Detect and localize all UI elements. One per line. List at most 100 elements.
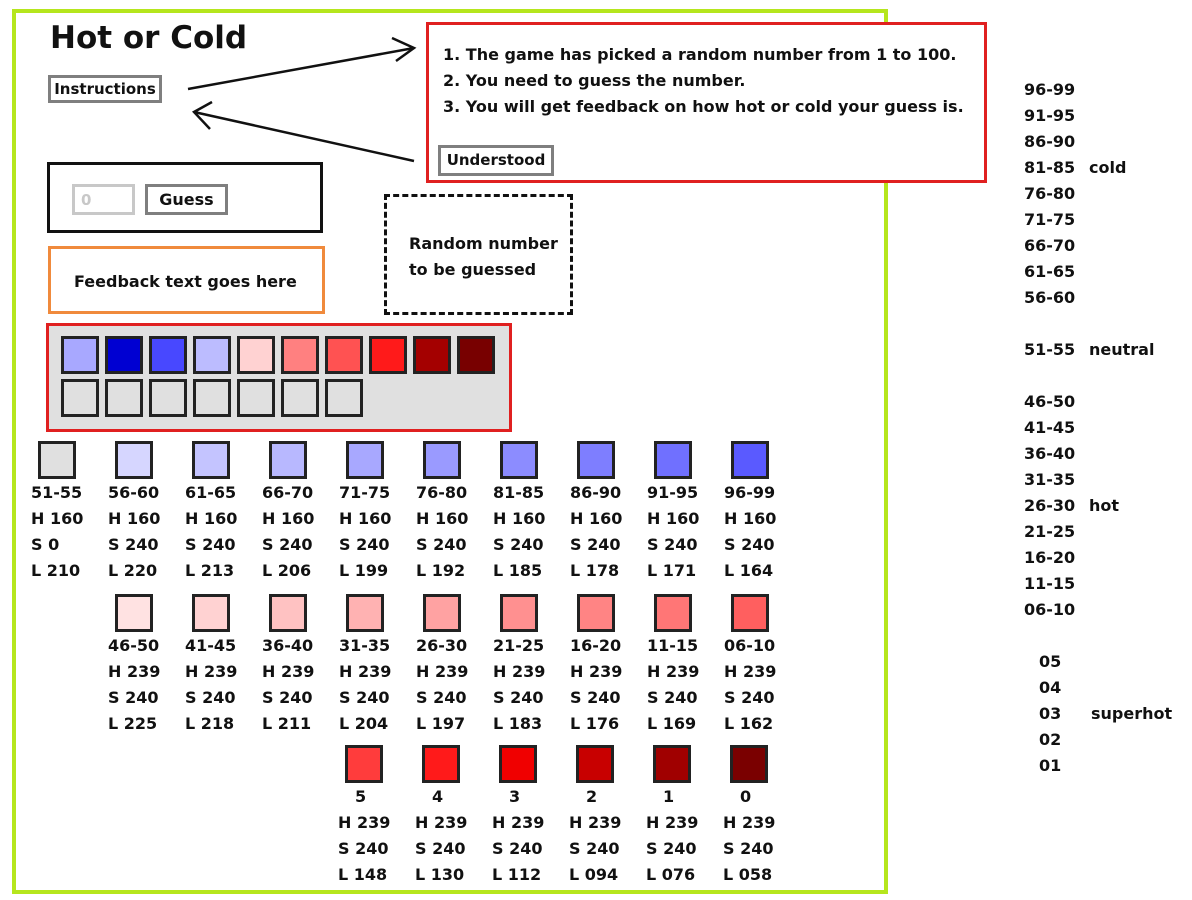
history-guess-square	[281, 336, 319, 374]
swatch-h: H 239	[108, 662, 161, 681]
guess-input[interactable]	[72, 184, 135, 215]
swatch-range: 81-85	[493, 483, 545, 502]
swatch-label: 91-95 H 160 S 240 L 171	[647, 480, 699, 584]
range-value: 61-65	[1024, 262, 1076, 281]
color-swatch	[422, 745, 460, 783]
swatch-l: L 192	[416, 561, 466, 580]
swatch-h: H 239	[185, 662, 238, 681]
instructions-button[interactable]: Instructions	[48, 75, 162, 103]
swatch-l: L 130	[415, 865, 465, 884]
swatch-h: H 239	[570, 662, 623, 681]
swatch-label: 66-70 H 160 S 240 L 206	[262, 480, 314, 584]
swatch-h: H 239	[262, 662, 315, 681]
swatch-s: S 240	[724, 535, 775, 554]
swatch-h: H 160	[262, 509, 315, 528]
range-value: 31-35	[1024, 470, 1076, 489]
swatch-range: 16-20	[570, 636, 622, 655]
swatch-label: 76-80 H 160 S 240 L 192	[416, 480, 468, 584]
swatch-label: 11-15 H 239 S 240 L 169	[647, 633, 699, 737]
swatch-s: S 0	[31, 535, 60, 554]
swatch-label: 21-25 H 239 S 240 L 183	[493, 633, 545, 737]
range-value: 81-85	[1024, 158, 1076, 177]
swatch-l: L 169	[647, 714, 697, 733]
swatch-label: 26-30 H 239 S 240 L 197	[416, 633, 468, 737]
swatch-l: L 162	[724, 714, 774, 733]
swatch-l: L 148	[338, 865, 388, 884]
swatch-h: H 160	[647, 509, 700, 528]
swatch-s: S 240	[647, 688, 698, 707]
arrow-head-left	[191, 100, 213, 130]
color-swatch	[115, 441, 153, 479]
swatch-s: S 240	[570, 535, 621, 554]
swatch-range: 91-95	[647, 483, 699, 502]
history-guess-square	[369, 336, 407, 374]
swatch-h: H 239	[492, 813, 545, 832]
swatch-s: S 240	[646, 839, 697, 858]
color-swatch	[192, 441, 230, 479]
range-value: 26-30	[1024, 496, 1076, 515]
swatch-s: S 240	[108, 535, 159, 554]
arrow-to-button	[193, 110, 415, 163]
history-guess-square	[105, 336, 143, 374]
range-value: 46-50	[1024, 392, 1076, 411]
range-value: 06-10	[1024, 600, 1076, 619]
history-empty-square	[281, 379, 319, 417]
feedback-panel: Feedback text goes here	[48, 246, 325, 314]
swatch-l: L 183	[493, 714, 543, 733]
swatch-s: S 240	[108, 688, 159, 707]
history-empty-square	[237, 379, 275, 417]
swatch-s: S 240	[185, 535, 236, 554]
page-title: Hot or Cold	[50, 20, 248, 56]
swatch-range: 11-15	[647, 636, 699, 655]
range-value: 91-95	[1024, 106, 1076, 125]
swatch-s: S 240	[339, 688, 390, 707]
color-swatch	[192, 594, 230, 632]
swatch-h: H 239	[338, 813, 391, 832]
swatch-range: 4	[432, 787, 444, 806]
range-category-label: hot	[1089, 496, 1120, 515]
swatch-l: L 204	[339, 714, 389, 733]
swatch-range: 0	[740, 787, 752, 806]
swatch-h: H 239	[647, 662, 700, 681]
color-swatch	[346, 441, 384, 479]
swatch-l: L 225	[108, 714, 158, 733]
arrow-head-right	[391, 36, 417, 63]
swatch-s: S 240	[724, 688, 775, 707]
random-number-text: Random number to be guessed	[409, 231, 569, 283]
color-swatch	[423, 441, 461, 479]
range-value: 05	[1039, 652, 1062, 671]
guess-button[interactable]: Guess	[145, 184, 228, 215]
color-swatch	[115, 594, 153, 632]
swatch-range: 76-80	[416, 483, 468, 502]
swatch-range: 46-50	[108, 636, 160, 655]
swatch-l: L 185	[493, 561, 543, 580]
swatch-h: H 239	[646, 813, 699, 832]
swatch-label: 1 H 239 S 240 L 076	[646, 784, 698, 888]
history-guess-square	[237, 336, 275, 374]
swatch-h: H 160	[108, 509, 161, 528]
swatch-label: 46-50 H 239 S 240 L 225	[108, 633, 160, 737]
swatch-range: 31-35	[339, 636, 391, 655]
history-empty-square	[193, 379, 231, 417]
color-swatch	[576, 745, 614, 783]
random-number-box: Random number to be guessed	[384, 194, 573, 315]
swatch-label: 5 H 239 S 240 L 148	[338, 784, 390, 888]
understood-button[interactable]: Understood	[438, 145, 554, 176]
instruction-item: 1. The game has picked a random number f…	[443, 45, 957, 64]
color-swatch	[500, 441, 538, 479]
swatch-s: S 240	[493, 688, 544, 707]
random-number-line: to be guessed	[409, 260, 537, 279]
swatch-range: 5	[355, 787, 367, 806]
swatch-s: S 240	[493, 535, 544, 554]
color-swatch	[653, 745, 691, 783]
swatch-range: 36-40	[262, 636, 314, 655]
swatch-range: 2	[586, 787, 598, 806]
range-value: 56-60	[1024, 288, 1076, 307]
range-value: 02	[1039, 730, 1062, 749]
color-swatch	[499, 745, 537, 783]
color-swatch	[731, 441, 769, 479]
color-swatch	[654, 594, 692, 632]
swatch-label: 81-85 H 160 S 240 L 185	[493, 480, 545, 584]
swatch-s: S 240	[185, 688, 236, 707]
swatch-l: L 076	[646, 865, 696, 884]
